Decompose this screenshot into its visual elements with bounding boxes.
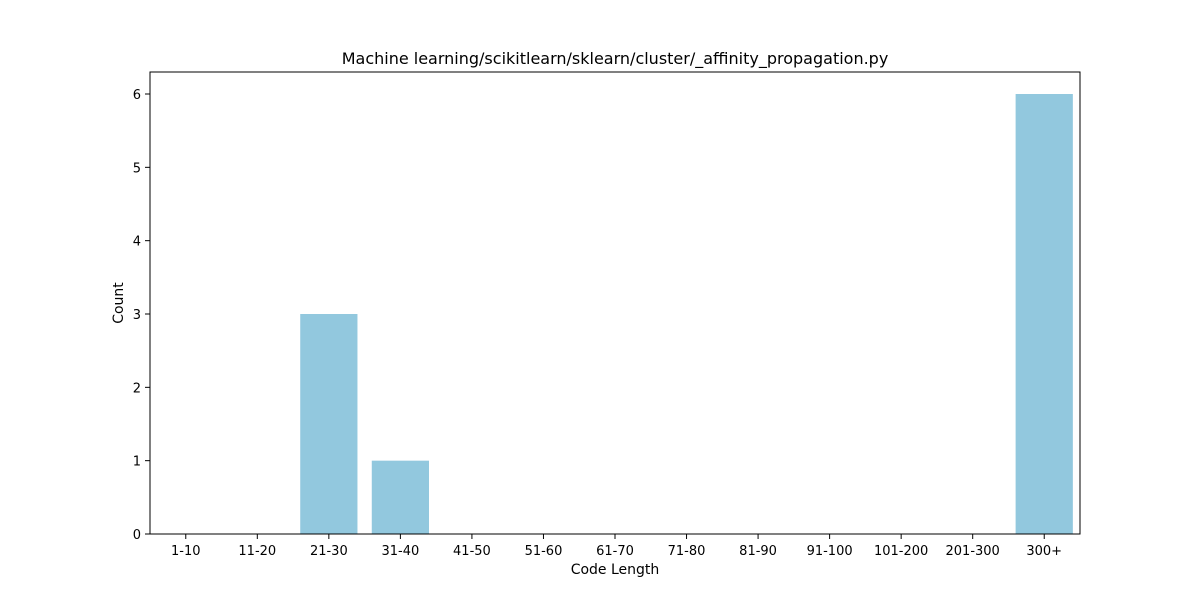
x-tick-label: 201-300 <box>946 544 1000 559</box>
x-tick-label: 1-10 <box>171 544 201 559</box>
y-tick-label: 1 <box>133 455 141 470</box>
x-tick-label: 31-40 <box>381 544 419 559</box>
bar-21-30 <box>300 314 358 534</box>
x-tick-label: 300+ <box>1026 544 1062 559</box>
x-tick-label: 61-70 <box>596 544 634 559</box>
x-tick-label: 51-60 <box>525 544 563 559</box>
x-axis: 1-10 11-20 21-30 31-40 41-50 51-60 61-70 71-80 8… <box>171 534 1062 559</box>
plot-area: 0 1 2 3 4 5 6 1-10 11-20 21-30 31-40 41-50 51-60 61-… <box>133 71 1081 559</box>
x-tick-label: 101-200 <box>874 544 928 559</box>
x-tick-label: 11-20 <box>238 544 276 559</box>
y-tick-label: 0 <box>133 528 141 543</box>
plot-frame <box>149 71 1081 535</box>
chart-title: Machine learning/scikitlearn/sklearn/clu… <box>342 49 889 69</box>
bars-group <box>300 94 1073 534</box>
bar-31-40 <box>371 460 429 534</box>
y-tick-label: 3 <box>133 308 141 323</box>
y-tick-label: 2 <box>133 381 141 396</box>
x-tick-label: 91-100 <box>807 544 853 559</box>
y-tick-label: 4 <box>133 235 141 250</box>
y-axis-label: Count <box>111 282 127 324</box>
y-axis: 0 1 2 3 4 5 6 <box>133 88 150 543</box>
x-axis-label: Code Length <box>571 562 660 578</box>
x-tick-label: 41-50 <box>453 544 491 559</box>
x-tick-label: 21-30 <box>310 544 348 559</box>
x-tick-label: 71-80 <box>668 544 706 559</box>
y-tick-label: 5 <box>133 161 141 176</box>
x-tick-label: 81-90 <box>739 544 777 559</box>
y-tick-label: 6 <box>133 88 141 103</box>
bar-300+ <box>1015 94 1073 534</box>
